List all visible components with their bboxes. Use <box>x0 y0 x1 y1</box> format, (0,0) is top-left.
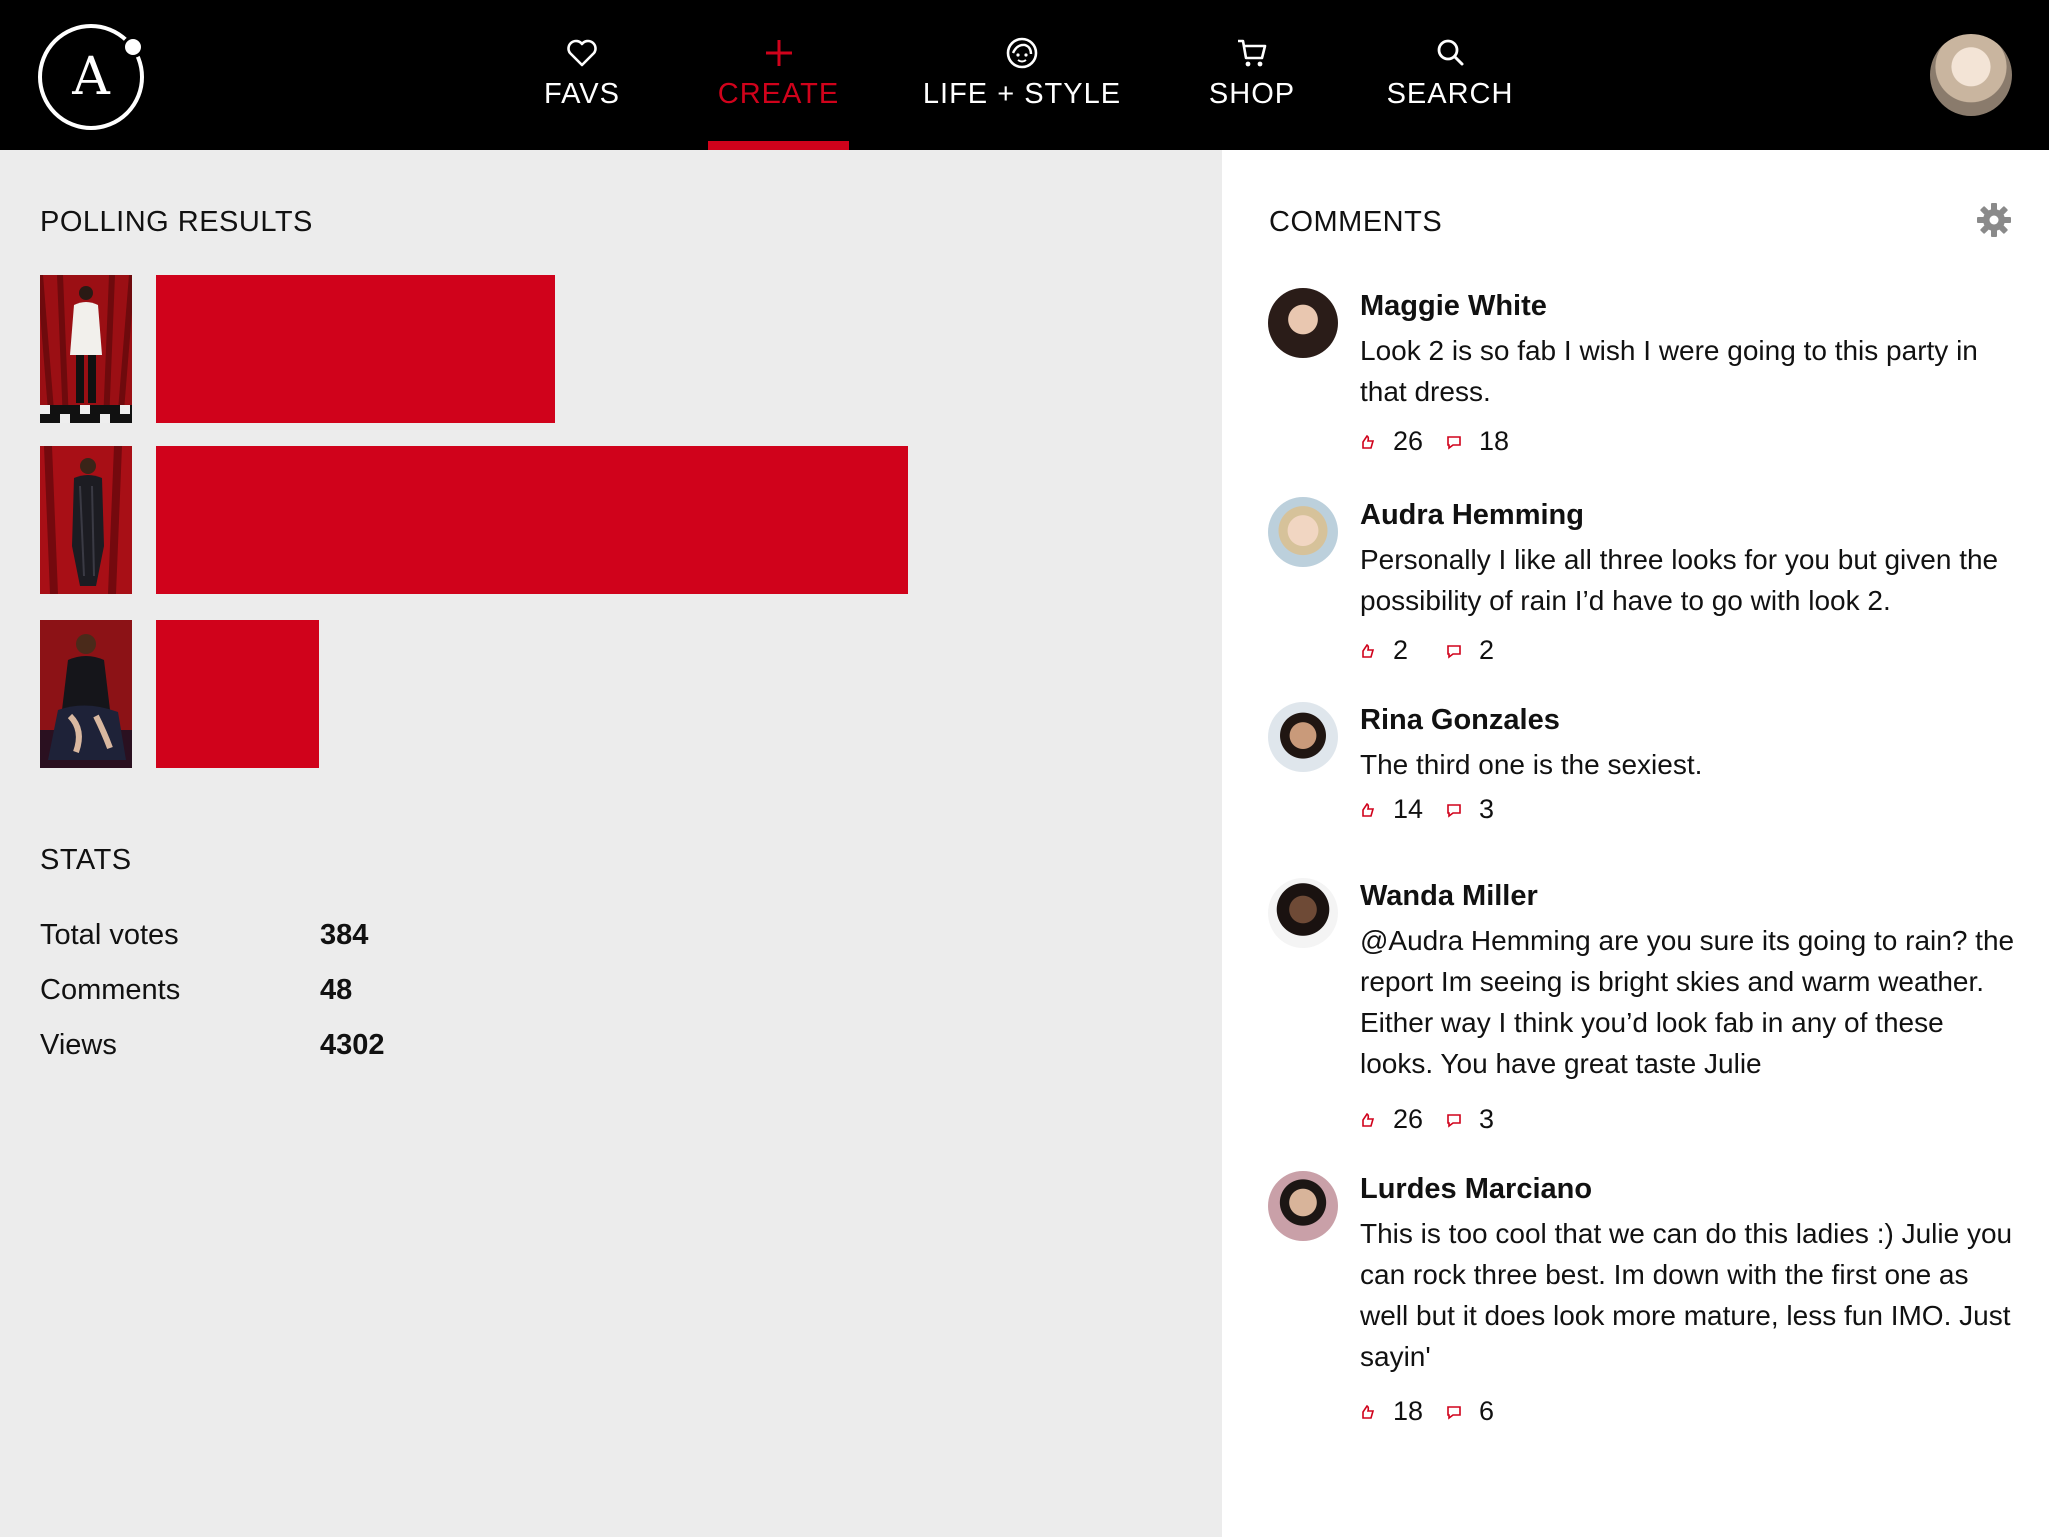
nav-favs[interactable]: FAVS <box>532 0 632 150</box>
reply-icon[interactable] <box>1446 802 1462 818</box>
stat-value: 48 <box>320 974 353 1006</box>
nav-life-style[interactable]: LIFE + STYLE <box>920 0 1124 150</box>
comment-text: The third one is the sexiest. <box>1360 749 1703 780</box>
nav-create-label: CREATE <box>717 78 840 110</box>
reply-icon[interactable] <box>1446 434 1462 450</box>
brand-logo[interactable]: A <box>38 24 144 130</box>
commenter-name[interactable]: Maggie White <box>1360 290 1547 322</box>
commenter-avatar[interactable] <box>1268 1171 1338 1241</box>
comment-item: Wanda Miller @Audra Hemming are you sure… <box>1268 878 2028 1138</box>
poll-bar-look-1 <box>156 275 555 423</box>
nav-shop-label: SHOP <box>1208 78 1296 110</box>
stat-value: 4302 <box>320 1029 385 1061</box>
poll-bar-look-3 <box>156 620 319 768</box>
nav-life-style-label: LIFE + STYLE <box>922 78 1122 110</box>
nav-create[interactable]: CREATE <box>708 0 849 150</box>
commenter-name[interactable]: Lurdes Marciano <box>1360 1173 1593 1205</box>
like-count: 18 <box>1393 1396 1424 1426</box>
like-icon[interactable] <box>1360 434 1376 450</box>
comments-panel: COMMENTS Maggie White Look 2 is so fab I… <box>1222 150 2049 1537</box>
comment-item: Lurdes Marciano This is too cool that we… <box>1268 1171 2028 1431</box>
commenter-name[interactable]: Rina Gonzales <box>1360 704 1560 736</box>
stat-row-comments: Comments 48 <box>40 974 440 1014</box>
like-icon[interactable] <box>1360 1404 1376 1420</box>
comment-meta: 2 2 <box>1360 635 1560 665</box>
heart-icon <box>567 39 597 67</box>
reply-count: 2 <box>1479 635 1495 665</box>
stats-title: STATS <box>40 844 132 876</box>
gear-icon[interactable] <box>1976 202 2012 238</box>
comment-item: Audra Hemming Personally I like all thre… <box>1268 497 2028 667</box>
look-1-thumbnail[interactable] <box>40 275 132 423</box>
like-count: 26 <box>1393 426 1424 456</box>
stat-row-views: Views 4302 <box>40 1029 440 1069</box>
commenter-name[interactable]: Wanda Miller <box>1360 880 1538 912</box>
face-icon <box>1006 37 1038 69</box>
stat-row-total-votes: Total votes 384 <box>40 919 440 959</box>
comments-title: COMMENTS <box>1269 206 1443 238</box>
look-2-thumbnail[interactable] <box>40 446 132 594</box>
poll-bar-look-2 <box>156 446 908 594</box>
stat-label: Views <box>40 1029 117 1061</box>
nav-search[interactable]: SEARCH <box>1384 0 1516 150</box>
poll-row-look-3 <box>40 620 360 768</box>
reply-count: 3 <box>1479 794 1495 824</box>
stat-value: 384 <box>320 919 369 951</box>
like-count: 26 <box>1393 1104 1424 1134</box>
reply-count: 18 <box>1479 426 1510 456</box>
comment-text: This is too cool that we can do this lad… <box>1360 1218 2013 1372</box>
user-avatar[interactable] <box>1930 34 2012 116</box>
comment-meta: 26 18 <box>1360 426 1560 456</box>
reply-icon[interactable] <box>1446 1112 1462 1128</box>
poll-row-look-2 <box>40 446 920 594</box>
commenter-avatar[interactable] <box>1268 878 1338 948</box>
logo-letter: A <box>72 47 110 107</box>
comment-meta: 26 3 <box>1360 1104 1560 1134</box>
like-count: 14 <box>1393 794 1424 824</box>
like-icon[interactable] <box>1360 643 1376 659</box>
top-nav-bar: A FAVS CREATE LIFE + STYLE SHOP <box>0 0 2049 150</box>
like-icon[interactable] <box>1360 802 1376 818</box>
look-3-thumbnail[interactable] <box>40 620 132 768</box>
plus-icon <box>765 40 792 66</box>
like-icon[interactable] <box>1360 1112 1376 1128</box>
poll-row-look-1 <box>40 275 560 423</box>
stat-label: Comments <box>40 974 181 1006</box>
comment-meta: 18 6 <box>1360 1396 1560 1426</box>
nav-search-label: SEARCH <box>1386 78 1514 110</box>
comment-text: Look 2 is so fab I wish I were going to … <box>1360 335 1978 407</box>
nav-favs-label: FAVS <box>544 78 620 110</box>
reply-count: 3 <box>1479 1104 1495 1134</box>
search-icon <box>1437 39 1464 66</box>
comment-item: Maggie White Look 2 is so fab I wish I w… <box>1268 288 2028 458</box>
commenter-avatar[interactable] <box>1268 497 1338 567</box>
commenter-avatar[interactable] <box>1268 288 1338 358</box>
comment-text: Personally I like all three looks for yo… <box>1360 544 1999 616</box>
reply-icon[interactable] <box>1446 643 1462 659</box>
active-tab-indicator <box>708 141 849 150</box>
cart-icon <box>1238 39 1267 67</box>
comment-meta: 14 3 <box>1360 794 1560 824</box>
commenter-name[interactable]: Audra Hemming <box>1360 499 1584 531</box>
comment-text: @Audra Hemming are you sure its going to… <box>1360 925 2015 1079</box>
polling-results-title: POLLING RESULTS <box>40 206 313 238</box>
reply-icon[interactable] <box>1446 1404 1462 1420</box>
stat-label: Total votes <box>40 919 179 951</box>
commenter-avatar[interactable] <box>1268 702 1338 772</box>
results-panel: POLLING RESULTS <box>0 150 1222 1537</box>
like-count: 2 <box>1393 635 1409 665</box>
comment-item: Rina Gonzales The third one is the sexie… <box>1268 702 2028 832</box>
nav-shop[interactable]: SHOP <box>1204 0 1300 150</box>
reply-count: 6 <box>1479 1396 1495 1426</box>
logo-dot <box>122 36 144 58</box>
